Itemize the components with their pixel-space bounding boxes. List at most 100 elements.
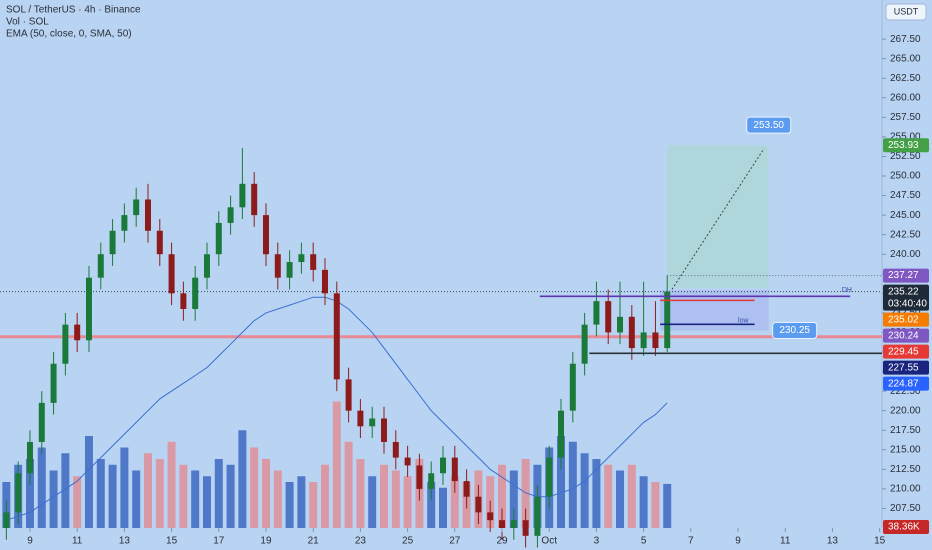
volume-bar (273, 470, 282, 528)
volume-bar (568, 441, 577, 528)
price-tag (883, 328, 929, 343)
x-tick-label: 11 (72, 536, 83, 547)
candle-body (50, 363, 57, 403)
candle-body (628, 316, 635, 349)
candle-body (605, 301, 612, 333)
y-tick-label: 212.50 (890, 464, 921, 475)
y-tick-label: 252.50 (890, 151, 921, 162)
target-box (667, 145, 769, 288)
y-tick-label: 210.00 (890, 484, 921, 495)
candle-body (652, 332, 659, 349)
y-tick-label: 262.50 (890, 73, 921, 84)
volume-bar (202, 476, 211, 528)
y-tick-label: 242.50 (890, 229, 921, 240)
x-tick-label: 5 (641, 536, 647, 547)
candle-body (156, 230, 163, 255)
x-tick-label: 13 (119, 536, 131, 547)
volume-bar (439, 487, 448, 528)
candle-body (593, 301, 600, 325)
x-tick-label: 11 (780, 536, 791, 547)
candle-body (15, 473, 22, 513)
countdown: 03:40:40 (888, 298, 927, 309)
volume-bar (285, 482, 294, 528)
candle-body (617, 316, 624, 333)
x-tick-label: 13 (827, 536, 839, 547)
x-tick-label: 21 (308, 536, 320, 547)
projection-arrow (671, 148, 765, 290)
volume-bar (498, 464, 507, 528)
volume-bar (391, 470, 400, 528)
candle-body (274, 254, 281, 278)
candle-body (475, 496, 482, 513)
price-tag (883, 138, 929, 153)
candle-body (333, 293, 340, 380)
x-tick-label: 29 (496, 536, 508, 547)
volume-bar (616, 470, 625, 528)
price-tag-label: 237.27 (888, 270, 919, 281)
y-tick-label: 220.00 (890, 405, 921, 416)
x-tick-label: 9 (27, 536, 33, 547)
candle-body (392, 441, 399, 458)
price-tag-label: 224.87 (888, 378, 919, 389)
indicator-label: EMA (50, close, 0, SMA, 50) (6, 29, 132, 40)
candle-body (357, 410, 364, 427)
price-tag-label: 235.22 (888, 286, 919, 297)
price-tag-label: 230.24 (888, 330, 919, 341)
volume-bar (191, 470, 200, 528)
volume-bar (108, 464, 117, 528)
callout-label: 253.50 (753, 120, 784, 131)
price-tag (883, 284, 929, 311)
volume-bar (320, 464, 329, 528)
candle-body (499, 520, 506, 528)
candle-body (286, 262, 293, 278)
volume-tag (883, 520, 929, 534)
price-tag (883, 360, 929, 375)
volume-bar (214, 459, 223, 528)
volume-bar (84, 436, 93, 528)
volume-bar (179, 464, 188, 528)
price-tag (883, 312, 929, 327)
candle-body (558, 410, 565, 458)
volume-bar (509, 470, 518, 528)
candle-body (440, 457, 447, 474)
currency[interactable]: USDT (894, 6, 919, 16)
candle-body (581, 324, 588, 364)
candle-body (3, 512, 10, 528)
volume-bar (380, 464, 389, 528)
volume-bar (120, 447, 129, 528)
volume-bar (297, 476, 306, 528)
volume-bar (238, 430, 247, 528)
volume-bar (627, 464, 636, 528)
candle-body (510, 520, 517, 528)
y-tick-label: 245.00 (890, 210, 921, 221)
candle-body (227, 207, 234, 223)
candle-body (404, 457, 411, 466)
candle-body (168, 254, 175, 294)
volume-bar (368, 476, 377, 528)
candle-body (262, 215, 269, 255)
y-tick-label: 215.00 (890, 444, 921, 455)
volume-bar (427, 482, 436, 528)
candle-body (664, 291, 671, 349)
x-tick-label: 25 (402, 536, 414, 547)
volume-bar (49, 470, 58, 528)
candle-body (62, 324, 69, 364)
currency-box[interactable] (885, 3, 927, 21)
price-tag-label: 253.93 (888, 140, 919, 151)
x-tick-label: 3 (594, 536, 600, 547)
x-tick-label: 19 (260, 536, 272, 547)
y-tick-label: 247.50 (890, 190, 921, 201)
candle-body (38, 402, 45, 442)
x-tick-label: 27 (449, 536, 461, 547)
candle-body (569, 363, 576, 411)
volume-bar (25, 459, 34, 528)
candle-body (215, 222, 222, 255)
volume-bar (132, 470, 141, 528)
y-tick-label: 265.00 (890, 53, 921, 64)
indicator-label: Vol · SOL (6, 17, 49, 28)
volume-bar (557, 436, 566, 528)
volume-bar (96, 459, 105, 528)
volume-bar (143, 453, 152, 528)
volume-bar (37, 447, 46, 528)
